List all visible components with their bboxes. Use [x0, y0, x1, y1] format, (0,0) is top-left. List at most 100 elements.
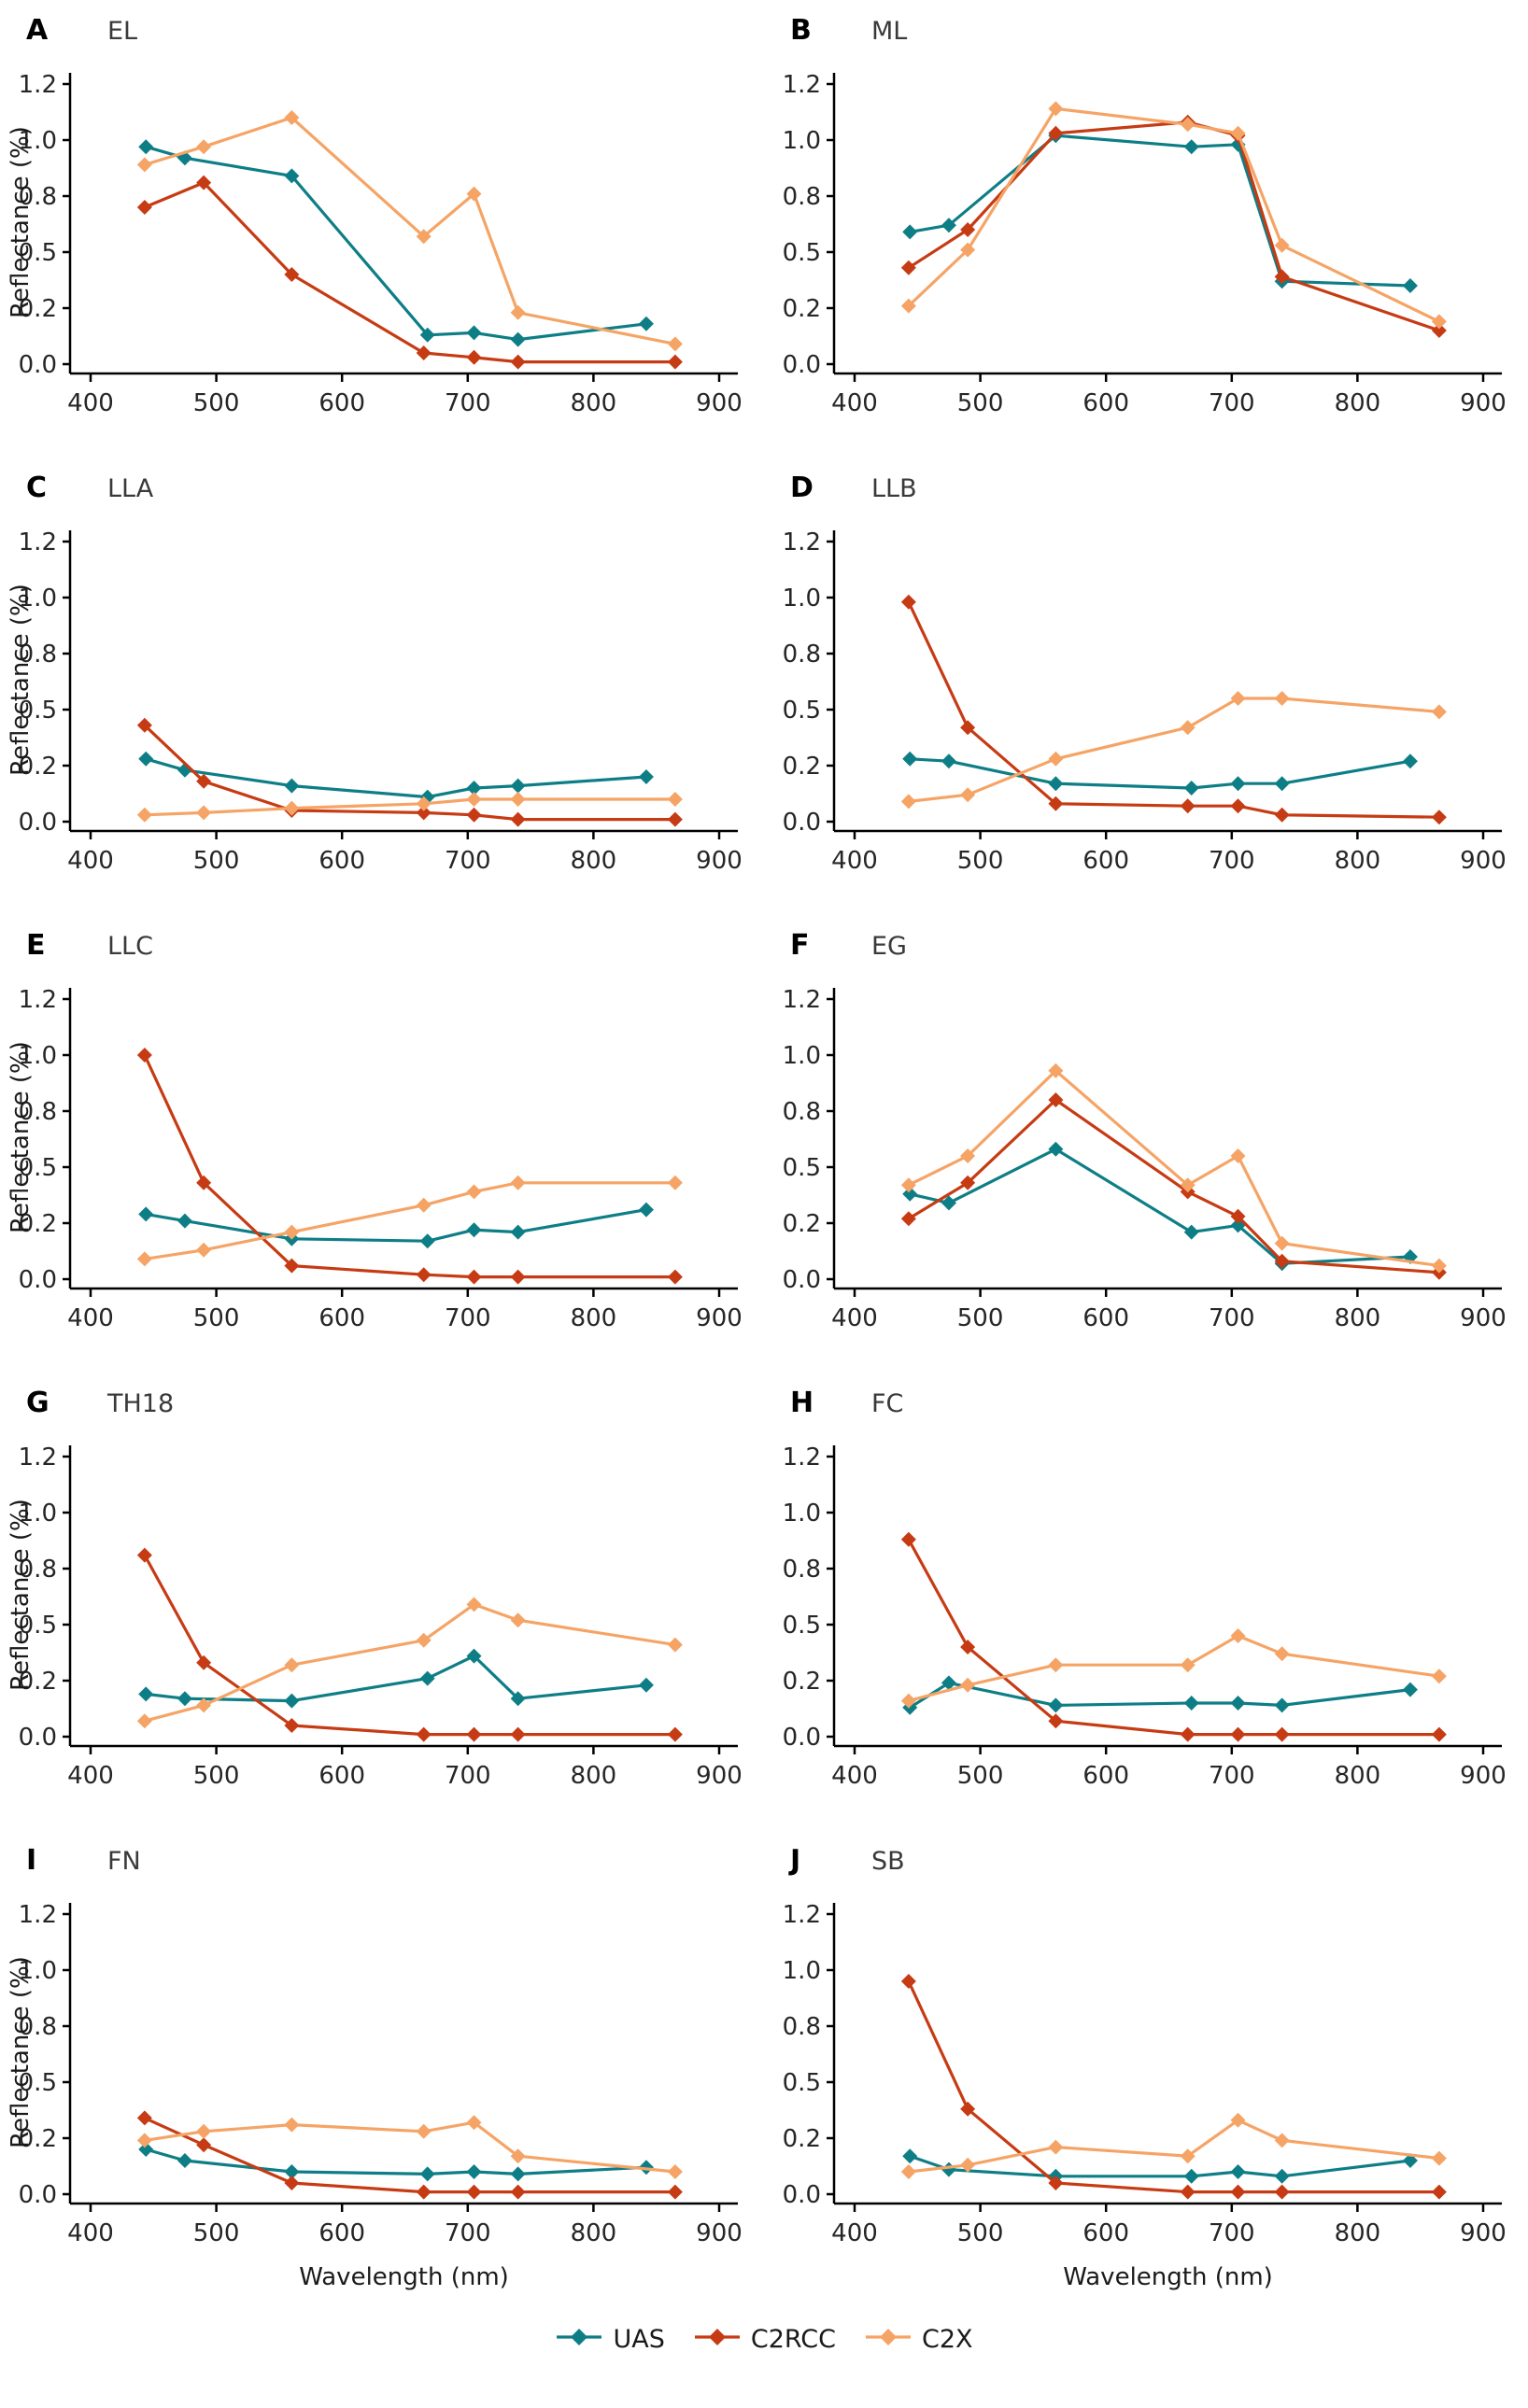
data-point-c2rcc	[1048, 2176, 1064, 2190]
x-tick-label: 400	[67, 2219, 114, 2247]
y-tick-label: 1.2	[19, 1901, 57, 1929]
x-tick-label: 600	[318, 1304, 365, 1332]
data-point-uas	[138, 1206, 154, 1222]
y-axis-title: Reflectance (%)	[7, 584, 35, 776]
series-line-c2rcc	[907, 1098, 1441, 1274]
data-point-c2x	[510, 304, 526, 320]
chart-legend: UAS C2RCC C2X	[0, 2297, 1528, 2381]
panel-J-sb: J SB 0.0 0.2 0.5 0.8 1.0 1.2 400 500 600 700 800 900 W…	[764, 1830, 1528, 2297]
series-line-uas	[908, 757, 1412, 790]
y-tick-label: 0.8	[19, 641, 57, 669]
x-tick-label: 700	[445, 1762, 491, 1790]
series-line-c2x	[907, 1069, 1441, 1268]
data-point-c2rcc	[136, 2110, 152, 2126]
data-point-c2rcc	[510, 1269, 526, 1285]
x-tick-label: 400	[831, 1762, 878, 1790]
data-point-uas	[1230, 2164, 1246, 2179]
legend-label-uas: UAS	[613, 2324, 665, 2354]
data-point-uas	[1230, 1696, 1246, 1711]
data-point-c2x	[466, 1184, 482, 1200]
data-point-c2rcc	[1431, 1726, 1447, 1742]
data-point-c2x	[900, 2164, 916, 2179]
data-point-c2x	[1431, 1258, 1447, 1274]
x-tick-label: 700	[445, 389, 491, 417]
data-point-c2rcc	[196, 1655, 212, 1670]
data-point-c2x	[960, 787, 976, 803]
y-tick-label: 0.2	[19, 295, 57, 323]
panel-letter: C	[26, 472, 47, 504]
panel-site-label: FC	[871, 1389, 903, 1418]
panel-site-label: TH18	[106, 1389, 174, 1418]
x-tick-label: 700	[1209, 847, 1255, 875]
c2rcc-line-marker-icon	[693, 2327, 742, 2351]
data-point-uas	[466, 1648, 482, 1664]
x-tick-label: 700	[1209, 2219, 1255, 2247]
chart-fc: H FC 0.0 0.2 0.5 0.8 1.0 1.2 400 500 600 700 800 900	[783, 1387, 1507, 1790]
x-tick-label: 400	[831, 389, 878, 417]
data-point-uas	[1274, 1697, 1290, 1713]
data-point-c2rcc	[510, 811, 526, 827]
data-point-uas	[466, 2164, 482, 2179]
data-point-uas	[1183, 1696, 1199, 1711]
data-point-c2rcc	[1180, 798, 1196, 814]
data-point-c2x	[1180, 1657, 1196, 1673]
data-point-c2x	[1180, 2148, 1196, 2164]
y-tick-label: 1.2	[19, 986, 57, 1014]
data-point-c2x	[416, 796, 432, 811]
y-tick-label: 0.5	[19, 1612, 57, 1640]
x-tick-label: 900	[1460, 2219, 1507, 2247]
y-tick-label: 0.5	[783, 1612, 821, 1640]
data-point-uas	[902, 2148, 918, 2164]
y-tick-label: 0.8	[783, 2013, 821, 2041]
data-point-c2x	[667, 792, 683, 807]
x-tick-label: 400	[831, 1304, 878, 1332]
data-point-c2rcc	[136, 717, 152, 733]
data-point-c2x	[510, 792, 526, 807]
data-point-uas	[1183, 139, 1199, 155]
data-point-c2rcc	[900, 260, 916, 275]
data-point-c2rcc	[136, 1048, 152, 1063]
chart-llc: E LLC 0.0 0.2 0.5 0.8 1.0 1.2 400 500 600 700 800 900…	[7, 929, 743, 1332]
data-point-c2x	[510, 1612, 526, 1628]
data-point-uas	[1230, 776, 1246, 792]
x-tick-label: 500	[957, 1762, 1004, 1790]
x-tick-label: 800	[1335, 1762, 1381, 1790]
data-point-c2x	[667, 1637, 683, 1653]
x-tick-label: 700	[445, 847, 491, 875]
data-point-c2x	[1431, 2150, 1447, 2166]
data-point-c2rcc	[466, 2184, 482, 2200]
y-tick-label: 1.0	[19, 584, 57, 613]
data-point-c2x	[1048, 751, 1064, 767]
panel-site-label: SB	[871, 1847, 905, 1876]
chart-sb: J SB 0.0 0.2 0.5 0.8 1.0 1.2 400 500 600 700 800 900 W…	[783, 1844, 1507, 2291]
x-tick-label: 400	[67, 389, 114, 417]
data-point-uas	[419, 1233, 435, 1249]
data-point-c2rcc	[1180, 2184, 1196, 2200]
data-point-c2x	[900, 298, 916, 314]
x-tick-label: 500	[957, 847, 1004, 875]
data-point-c2x	[900, 1693, 916, 1709]
y-tick-label: 0.8	[19, 2013, 57, 2041]
x-tick-label: 800	[571, 2219, 617, 2247]
x-tick-label: 600	[318, 2219, 365, 2247]
panel-letter: B	[790, 14, 812, 47]
data-point-uas	[510, 1224, 526, 1240]
x-tick-label: 900	[1460, 1304, 1507, 1332]
data-point-c2x	[900, 1177, 916, 1193]
y-tick-label: 0.5	[19, 1154, 57, 1182]
data-point-uas	[1183, 2168, 1199, 2184]
data-point-c2rcc	[510, 354, 526, 370]
y-tick-label: 0.5	[783, 697, 821, 725]
data-point-c2rcc	[1274, 2184, 1290, 2200]
x-tick-label: 800	[571, 389, 617, 417]
data-point-c2rcc	[196, 773, 212, 789]
data-point-c2x	[136, 157, 152, 173]
x-tick-label: 800	[1335, 389, 1381, 417]
data-point-c2x	[1230, 691, 1246, 706]
panel-H-fc: H FC 0.0 0.2 0.5 0.8 1.0 1.2 400 500 600 700 800 900	[764, 1373, 1528, 1830]
data-point-c2x	[667, 336, 683, 352]
data-point-uas	[1274, 2168, 1290, 2184]
panel-letter: G	[26, 1387, 50, 1419]
x-tick-label: 600	[1082, 1762, 1129, 1790]
series-line-uas	[144, 1655, 648, 1703]
